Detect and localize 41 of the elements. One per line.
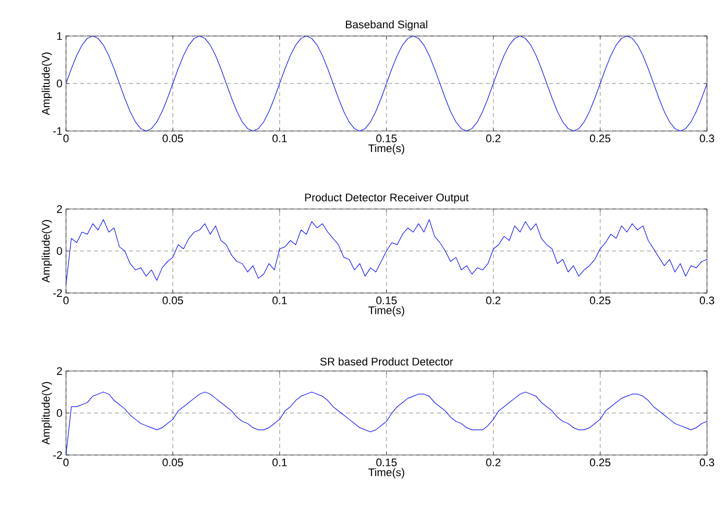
y-tick-label: 0 [56, 409, 62, 417]
y-tick-label: 2 [56, 367, 62, 375]
x-tick-label: 0.25 [590, 296, 610, 304]
x-tick-label: 0.2 [486, 458, 500, 466]
x-axis-title: Time(s) [368, 306, 404, 316]
y-tick-label: 2 [56, 205, 62, 213]
x-tick-label: 0.15 [376, 134, 397, 142]
y-tick-label: -2 [53, 289, 62, 297]
y-tick-label: -2 [53, 451, 62, 459]
x-tick-label: 0.3 [700, 134, 714, 142]
x-tick-label: 0.15 [376, 458, 397, 466]
x-tick-label: 0 [63, 296, 69, 304]
x-tick-label: 0.1 [272, 134, 287, 142]
y-tick-label: 1 [57, 32, 62, 40]
x-tick-label: 0.25 [590, 458, 610, 466]
x-tick-label: 0.1 [272, 458, 287, 466]
y-tick-label: 0 [56, 80, 62, 88]
chart-title: Baseband Signal [346, 20, 428, 30]
line-series [66, 219, 708, 285]
x-tick-label: 0.3 [700, 458, 714, 466]
chart-title: SR based Product Detector [320, 357, 453, 366]
y-tick-label: 0 [56, 247, 62, 255]
x-tick-label: 0.25 [590, 134, 610, 142]
line-series [66, 36, 708, 131]
x-tick-label: 0.1 [272, 296, 287, 304]
y-tick-label: -1 [53, 127, 62, 135]
x-axis-title: Time(s) [368, 468, 404, 478]
x-tick-label: 0 [63, 458, 69, 466]
x-tick-label: 0 [63, 134, 69, 142]
y-axis-title: Amplitude(V) [42, 220, 52, 283]
x-axis-title: Time(s) [368, 144, 404, 154]
x-tick-label: 0.05 [162, 458, 184, 466]
y-axis-title: Amplitude(V) [42, 52, 52, 116]
x-tick-label: 0.05 [162, 134, 184, 142]
x-tick-label: 0.2 [486, 134, 500, 142]
x-tick-label: 0.15 [376, 296, 397, 304]
x-tick-label: 0.3 [700, 296, 714, 304]
x-tick-label: 0.2 [486, 296, 500, 304]
y-axis-title: Amplitude(V) [42, 382, 52, 445]
chart-title: Product Detector Receiver Output [305, 193, 469, 204]
x-tick-label: 0.05 [162, 296, 184, 304]
